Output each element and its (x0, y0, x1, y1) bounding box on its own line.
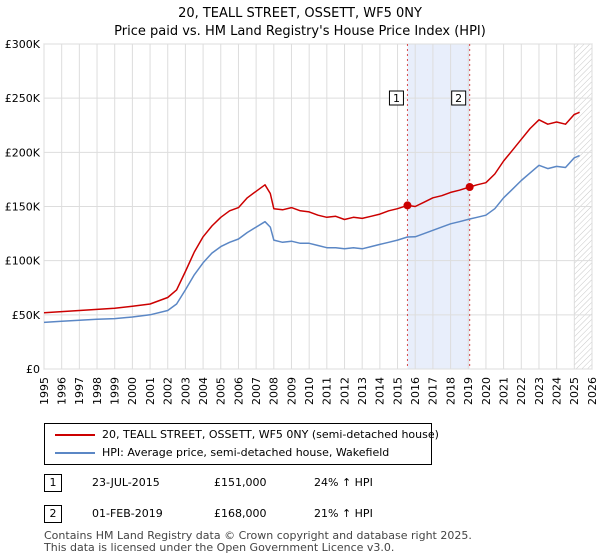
transaction-point (465, 183, 474, 191)
transaction-hpi-change: 21% ↑ HPI (314, 507, 373, 520)
x-tick-label: 2021 (497, 377, 510, 405)
legend: 20, TEALL STREET, OSSETT, WF5 0NY (semi-… (44, 423, 439, 465)
x-tick-label: 2018 (444, 377, 457, 405)
x-tick-label: 1997 (73, 377, 86, 405)
x-tick-label: 2008 (268, 377, 281, 405)
x-tick-label: 2023 (533, 377, 546, 405)
x-tick-label: 1998 (91, 377, 104, 405)
x-tick-label: 2005 (215, 377, 228, 405)
x-tick-label: 2003 (179, 377, 192, 405)
series-line-hpi (43, 154, 580, 324)
transaction-marker-label: 1 (393, 92, 400, 105)
x-tick-label: 2000 (126, 377, 139, 405)
legend-label-property: 20, TEALL STREET, OSSETT, WF5 0NY (semi-… (102, 428, 439, 441)
x-tick-label: 1996 (56, 377, 69, 405)
y-tick-label: £300K (5, 38, 41, 51)
transaction-point (403, 201, 412, 210)
transaction-price: £151,000 (214, 476, 267, 489)
transaction-date: 01-FEB-2019 (92, 507, 163, 520)
legend-item-hpi: HPI: Average price, semi-detached house,… (45, 445, 431, 461)
x-tick-label: 1999 (109, 377, 122, 405)
x-tick-label: 2001 (144, 377, 157, 405)
series-line-property (43, 111, 580, 314)
transaction-date: 23-JUL-2015 (92, 476, 160, 489)
transaction-marker-label: 2 (455, 92, 462, 105)
x-tick-label: 2016 (409, 377, 422, 405)
chart-area: 1 2 1995 1996 1997 1998 1999 2000 2001 2002 2003 2… (5, 38, 599, 405)
chart-title: 20, TEALL STREET, OSSETT, WF5 0NY (178, 6, 422, 21)
x-tick-label: 2019 (462, 377, 475, 405)
transaction-price: £168,000 (214, 507, 267, 520)
x-tick-label: 2013 (356, 377, 369, 405)
x-tick-label: 2002 (162, 377, 175, 405)
y-tick-label: £50K (12, 309, 41, 322)
x-tick-label: 2014 (374, 377, 387, 405)
legend-swatch-hpi (55, 452, 95, 454)
y-tick-label: £0 (26, 363, 40, 376)
footer-licence: This data is licensed under the Open Gov… (44, 541, 395, 554)
x-tick-label: 2024 (550, 377, 563, 405)
x-tick-label: 2004 (197, 377, 210, 405)
x-tick-label: 2006 (232, 377, 245, 405)
x-tick-label: 2011 (321, 377, 334, 405)
x-tick-label: 2010 (303, 377, 316, 405)
transaction-marker-box (451, 90, 467, 106)
x-tick-label: 1995 (38, 377, 51, 405)
y-tick-label: £200K (5, 146, 41, 159)
transaction-marker-badge: 1 (44, 474, 62, 492)
transaction-marker-box (388, 90, 404, 106)
x-tick-label: 2022 (515, 377, 528, 405)
footer-copyright: Contains HM Land Registry data © Crown c… (44, 529, 472, 542)
y-tick-label: £150K (5, 201, 41, 214)
legend-swatch-property (55, 434, 95, 436)
footer-attribution: Contains HM Land Registry data © Crown c… (44, 530, 472, 554)
x-tick-label: 2020 (480, 377, 493, 405)
x-tick-label: 2017 (427, 377, 440, 405)
x-tick-label: 2007 (250, 377, 263, 405)
y-tick-label: £250K (5, 92, 41, 105)
x-tick-label: 2012 (338, 377, 351, 405)
legend-item-property: 20, TEALL STREET, OSSETT, WF5 0NY (semi-… (45, 427, 439, 443)
x-tick-label: 2025 (568, 377, 581, 405)
chart-subtitle: Price paid vs. HM Land Registry's House … (114, 24, 486, 39)
legend-label-hpi: HPI: Average price, semi-detached house,… (102, 446, 390, 459)
y-tick-label: £100K (5, 255, 41, 268)
x-tick-label: 2015 (391, 377, 404, 405)
transaction-marker-badge: 2 (44, 505, 62, 523)
x-tick-label: 2009 (285, 377, 298, 405)
transaction-hpi-change: 24% ↑ HPI (314, 476, 373, 489)
x-tick-label: 2026 (586, 377, 599, 405)
